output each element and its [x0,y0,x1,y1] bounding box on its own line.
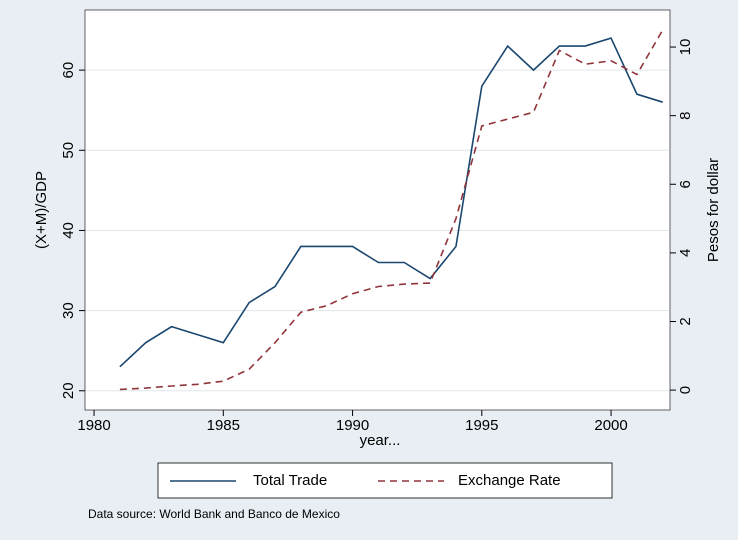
y-tick-label: 60 [60,62,77,79]
legend-label: Exchange Rate [458,472,561,489]
y2-tick-label: 10 [677,39,694,56]
y2-tick-label: 2 [677,317,694,325]
legend-label: Total Trade [253,472,327,489]
y2-axis-label: Pesos for dollar [705,158,722,262]
y2-tick-label: 8 [677,111,694,119]
source-note: Data source: World Bank and Banco de Mex… [88,507,340,521]
y-axis-label: (X+M)/GDP [33,171,50,249]
x-tick-label: 2000 [594,417,627,434]
y-tick-label: 50 [60,142,77,159]
series-line [119,37,663,368]
y-tick-label: 30 [60,302,77,319]
plot-area [84,9,671,411]
y-tick-label: 20 [60,382,77,399]
x-axis-label: year... [360,432,401,449]
y2-tick-label: 4 [677,249,694,257]
y-tick-label: 40 [60,222,77,239]
y2-tick-label: 6 [677,180,694,188]
x-tick-label: 1990 [336,417,369,434]
series-line [119,29,664,391]
y2-tick-label: 0 [677,386,694,394]
x-tick-label: 1980 [77,417,110,434]
x-tick-label: 1985 [207,417,240,434]
x-tick-label: 1995 [465,417,498,434]
